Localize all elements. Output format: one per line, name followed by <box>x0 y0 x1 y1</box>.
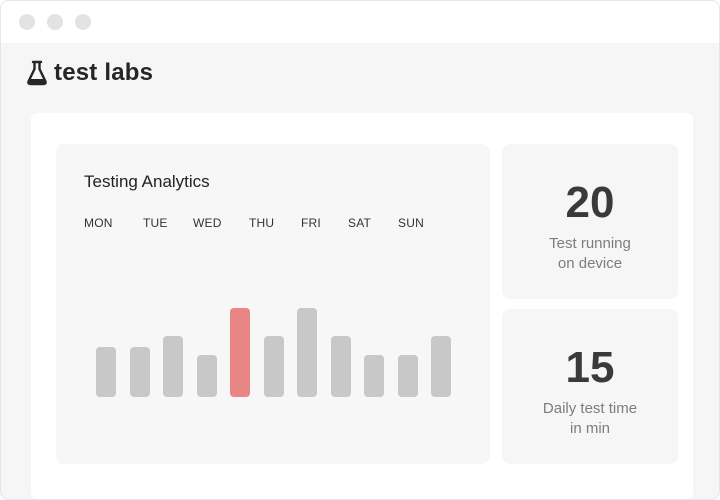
day-label-sat: SAT <box>348 216 372 230</box>
card-title: Testing Analytics <box>84 172 210 191</box>
day-label-wed: WED <box>193 216 222 230</box>
brand-name: test labs <box>54 59 154 86</box>
window-minimize-button[interactable] <box>47 14 63 30</box>
day-label-tue: TUE <box>143 216 168 230</box>
day-labels: MON TUE WED THU FRI SAT SUN <box>56 216 490 232</box>
bar <box>163 336 183 397</box>
day-label-sun: SUN <box>398 216 424 230</box>
stat-card-tests-running: 20 Test running on device <box>502 144 678 299</box>
brand-logo[interactable]: test labs <box>26 59 153 87</box>
day-label-fri: FRI <box>301 216 321 230</box>
stat-value: 20 <box>565 178 615 227</box>
flask-icon <box>27 60 47 86</box>
window-close-button[interactable] <box>19 14 35 30</box>
window-titlebar <box>1 1 719 43</box>
bar <box>130 347 150 397</box>
bar-highlight <box>230 308 250 397</box>
bar <box>431 336 451 397</box>
stat-label-line: Test running <box>549 235 631 252</box>
day-label-mon: MON <box>84 216 113 230</box>
stat-label-line: in min <box>569 420 610 437</box>
stat-card-daily-test-time: 15 Daily test time in min <box>502 309 678 464</box>
stat-label-line: Daily test time <box>542 400 638 417</box>
bar <box>364 355 384 397</box>
bar <box>96 347 116 397</box>
stat-label: Daily test time in min <box>520 399 660 439</box>
day-label-thu: THU <box>249 216 275 230</box>
stat-value: 15 <box>565 343 615 392</box>
bar <box>197 355 217 397</box>
bar <box>331 336 351 397</box>
testing-analytics-card: Testing Analytics MON TUE WED THU FRI SA… <box>56 144 490 464</box>
bar <box>297 308 317 397</box>
stat-label-line: on device <box>557 255 623 272</box>
window-maximize-button[interactable] <box>75 14 91 30</box>
bar <box>264 336 284 397</box>
stat-label: Test running on device <box>520 234 660 274</box>
bar-chart <box>56 144 490 464</box>
bar <box>398 355 418 397</box>
